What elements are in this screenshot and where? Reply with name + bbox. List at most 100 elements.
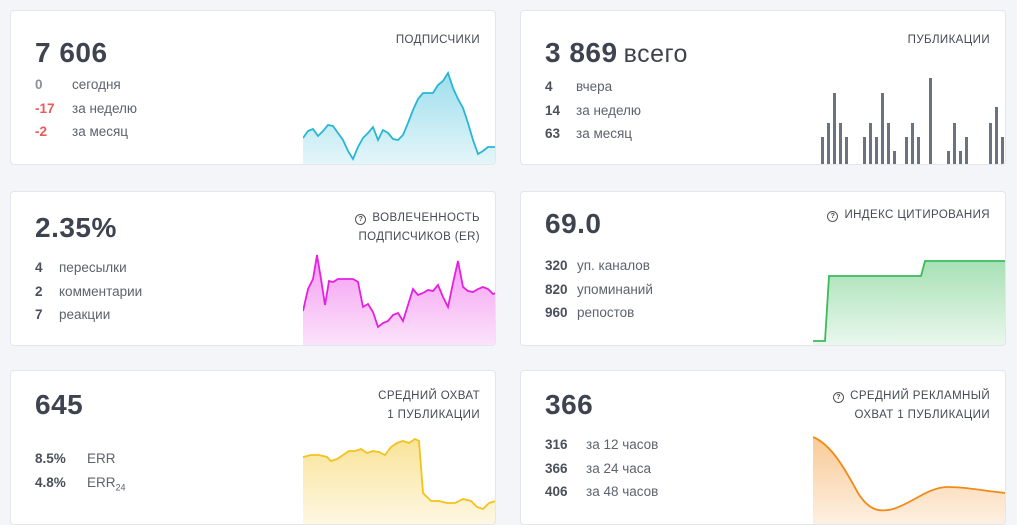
stat-value: 320 <box>545 258 568 273</box>
bar <box>869 123 872 164</box>
subscribers-stats: 0 сегодня -17 за неделю -2 за месяц <box>35 77 137 148</box>
avg-reach-title: СРЕДНИЙ ОХВАТ 1 ПУБЛИКАЦИИ <box>378 387 480 425</box>
stat-label: пересылки <box>59 260 127 275</box>
info-icon[interactable]: ? <box>827 211 839 222</box>
avg-reach-line <box>303 437 495 511</box>
bar <box>941 164 944 165</box>
publications-barchart <box>821 78 1004 165</box>
stat-value: 4 <box>545 79 553 94</box>
avg-reach-area <box>303 439 495 524</box>
bar <box>953 123 956 164</box>
citation-title: ? ИНДЕКС ЦИТИРОВАНИЯ <box>827 206 990 225</box>
ad-reach-card[interactable]: 366 ? СРЕДНИЙ РЕКЛАМНЫЙ ОХВАТ 1 ПУБЛИКАЦИ… <box>520 370 1006 525</box>
bar <box>935 164 938 165</box>
citation-index: 69.0 <box>545 208 602 239</box>
bar <box>899 164 902 165</box>
subscribers-count: 7 606 <box>35 37 108 68</box>
bar <box>833 93 836 164</box>
stat-label: за неделю <box>72 100 138 116</box>
stat-value: 2 <box>35 283 43 299</box>
info-icon[interactable]: ? <box>355 214 367 225</box>
bar <box>947 151 950 164</box>
stat-value: 316 <box>545 437 568 452</box>
stat-row: 63 за месяц <box>545 126 641 150</box>
engagement-stats: 4 пересылки 2 комментарии 7 реакции <box>35 260 142 331</box>
publications-title: ПУБЛИКАЦИИ <box>908 31 990 50</box>
citation-card[interactable]: 69.0 ? ИНДЕКС ЦИТИРОВАНИЯ 320 уп. каналов … <box>520 191 1006 346</box>
stat-label: за 12 часов <box>586 437 659 452</box>
publications-total: 3 869 <box>545 37 618 68</box>
engagement-title: ? ВОВЛЕЧЕННОСТЬ ПОДПИСЧИКОВ (ER) <box>355 209 480 247</box>
stat-row: 0 сегодня <box>35 77 137 101</box>
stat-value: 960 <box>545 305 568 320</box>
bar <box>905 137 908 164</box>
stat-row: 4 вчера <box>545 79 641 103</box>
stat-row: 960 репостов <box>545 305 653 329</box>
bar <box>851 164 854 165</box>
stat-label: за месяц <box>72 124 129 139</box>
ad-reach-title-text2: ОХВАТ 1 ПУБЛИКАЦИИ <box>854 409 990 421</box>
stat-label: за 48 часов <box>586 484 659 499</box>
citation-title-text: ИНДЕКС ЦИТИРОВАНИЯ <box>844 209 990 221</box>
avg-reach-title-text1: СРЕДНИЙ ОХВАТ <box>378 390 480 402</box>
stat-row: 316 за 12 часов <box>545 437 658 461</box>
avg-reach-stats: 8.5% ERR 4.8% ERR24 <box>35 451 126 498</box>
avg-reach-title-text2: 1 ПУБЛИКАЦИИ <box>387 409 480 421</box>
publications-stats: 4 вчера 14 за неделю 63 за месяц <box>545 79 641 150</box>
avg-reach-sparkline <box>303 437 495 524</box>
stat-value: 14 <box>545 102 561 118</box>
bar <box>821 137 824 164</box>
stat-label: комментарии <box>59 283 143 299</box>
stat-label-subscript: 24 <box>115 482 126 493</box>
stat-label: ERR <box>87 474 116 490</box>
stat-row: 320 уп. каналов <box>545 258 653 282</box>
engagement-card[interactable]: 2.35% ? ВОВЛЕЧЕННОСТЬ ПОДПИСЧИКОВ (ER) 4 п… <box>10 191 496 346</box>
stat-value: 366 <box>545 460 568 476</box>
stat-label: за 24 часа <box>586 460 652 476</box>
ad-reach-title-text1: СРЕДНИЙ РЕКЛАМНЫЙ <box>850 390 990 402</box>
bar <box>863 137 866 164</box>
avg-reach-card[interactable]: 645 СРЕДНИЙ ОХВАТ 1 ПУБЛИКАЦИИ 8.5% ERR 4… <box>10 370 496 525</box>
publications-count: 3 869 всего <box>545 37 688 69</box>
ad-reach-sparkline <box>813 436 1005 524</box>
engagement-title-line1: ? ВОВЛЕЧЕННОСТЬ <box>355 209 480 228</box>
stat-label: сегодня <box>72 77 121 92</box>
bar <box>893 151 896 164</box>
bar <box>977 164 980 165</box>
bar <box>959 151 962 164</box>
stat-value: 63 <box>545 126 561 141</box>
ad-reach-line <box>813 436 1005 512</box>
stat-row: -2 за месяц <box>35 124 137 148</box>
bar <box>875 137 878 164</box>
ad-reach-area <box>813 437 1005 524</box>
info-icon[interactable]: ? <box>833 392 845 403</box>
publications-card[interactable]: 3 869 всего ПУБЛИКАЦИИ 4 вчера 14 за неделю… <box>520 10 1006 165</box>
engagement-title-text2: ПОДПИСЧИКОВ (ER) <box>358 231 480 243</box>
ad-reach-title: ? СРЕДНИЙ РЕКЛАМНЫЙ ОХВАТ 1 ПУБЛИКАЦИИ <box>833 387 990 425</box>
subscribers-title: ПОДПИСЧИКИ <box>396 31 480 50</box>
bar <box>923 164 926 165</box>
bar <box>881 93 884 164</box>
bar <box>983 164 986 165</box>
stat-value: 0 <box>35 77 43 92</box>
avg-reach-value: 645 <box>35 389 84 420</box>
subscribers-card[interactable]: 7 606 ПОДПИСЧИКИ 0 сегодня -17 за неделю -… <box>10 10 496 165</box>
bar <box>911 123 914 164</box>
bar <box>839 123 842 164</box>
engagement-sparkline <box>303 254 495 345</box>
bar <box>917 137 920 164</box>
stat-value: 7 <box>35 307 43 322</box>
bar <box>857 164 860 165</box>
stat-value: 4.8% <box>35 474 66 490</box>
ad-reach-stats: 316 за 12 часов 366 за 24 часа 406 за 48 ча… <box>545 437 658 508</box>
stat-row: -17 за неделю <box>35 101 137 125</box>
stat-row: 4 пересылки <box>35 260 142 284</box>
engagement-area <box>303 255 495 345</box>
stat-label: вчера <box>576 79 613 94</box>
ad-reach-title-line1: ? СРЕДНИЙ РЕКЛАМНЫЙ <box>833 387 990 406</box>
stat-row: 2 комментарии <box>35 284 142 308</box>
stat-value: 820 <box>545 281 568 297</box>
subscribers-line <box>303 70 495 161</box>
stat-label: упоминаний <box>577 281 653 297</box>
citation-area <box>813 261 1005 345</box>
